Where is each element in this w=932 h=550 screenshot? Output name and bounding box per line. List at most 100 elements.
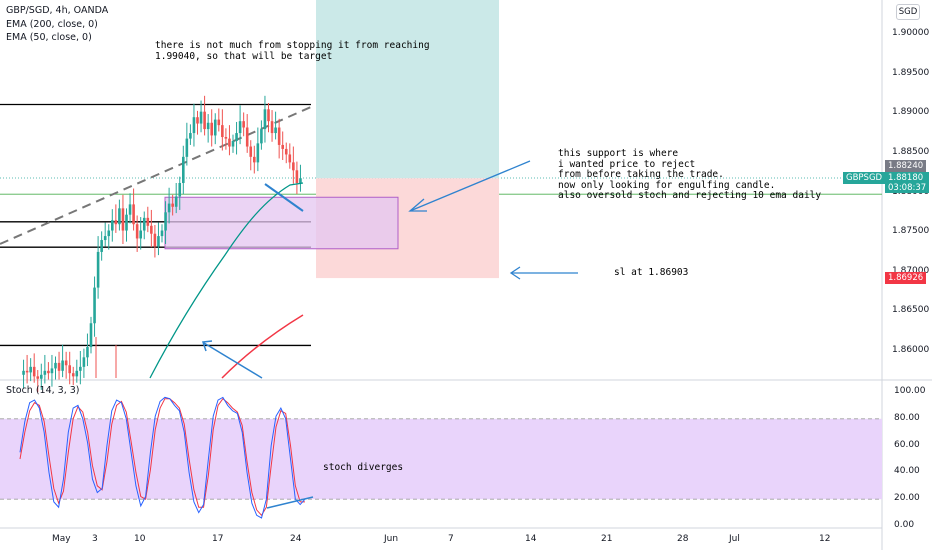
ema-arrow: [203, 342, 263, 379]
candle-body: [111, 220, 114, 231]
candle-body: [54, 362, 57, 369]
symbol-title[interactable]: GBP/SGD, 4h, OANDA: [6, 5, 109, 16]
candle-body: [79, 366, 82, 371]
candle-body: [299, 178, 302, 183]
candle-body: [40, 374, 43, 379]
current-price-tag: 1.88180 03:08:37: [885, 172, 930, 193]
time-axis-tick: Jun: [384, 534, 399, 544]
stoch-legend[interactable]: Stoch (14, 3, 3): [6, 385, 80, 396]
ema200-legend[interactable]: EMA (200, close, 0): [6, 18, 98, 30]
target-note-line1: there is not much from stopping it from …: [155, 40, 430, 51]
divergence-line: [264, 183, 304, 212]
time-axis-tick: 14: [525, 534, 537, 544]
symbol-tag: GBPSGD: [843, 172, 886, 184]
price-axis-tick: 1.86000: [892, 345, 930, 355]
stoch-divergence-line: [266, 496, 314, 509]
support-note-line4: now only looking for engulfing candle.: [558, 179, 776, 191]
support-note-line1: this support is where: [558, 148, 679, 159]
candle-body: [178, 182, 182, 197]
candle-body: [93, 287, 96, 324]
candle-body: [25, 370, 29, 373]
candle-body: [238, 121, 242, 134]
candle-body: [231, 140, 235, 147]
candle-body: [267, 109, 270, 122]
stoch-axis-tick: 100.00: [894, 386, 926, 396]
candle-body: [221, 125, 224, 138]
candle-body: [217, 119, 221, 126]
level-tag: 1.88240: [885, 160, 927, 172]
time-axis-tick: 17: [212, 534, 224, 544]
candle-body: [132, 204, 135, 225]
candle-body: [96, 251, 100, 288]
candle-body: [196, 117, 199, 124]
price-axis-tick: 1.90000: [892, 28, 930, 38]
countdown: 03:08:37: [888, 183, 927, 193]
time-axis-tick: 7: [448, 534, 454, 544]
candle-body: [256, 143, 260, 163]
candle-body: [157, 236, 160, 247]
candle-body: [242, 121, 245, 128]
candle-body: [125, 214, 128, 231]
candle-body: [185, 138, 189, 157]
price-axis-tick: 1.89500: [892, 67, 930, 78]
candle-body: [270, 121, 274, 134]
candle-body: [82, 357, 86, 367]
candle-body: [29, 366, 32, 373]
price-axis-tick: 1.88500: [892, 146, 930, 157]
candle-body: [75, 370, 79, 377]
support-note: this support is where i wanted price to …: [558, 148, 822, 202]
candle-body: [292, 162, 295, 171]
candle-body: [121, 208, 125, 231]
time-axis-tick: Jul: [729, 534, 740, 544]
candle-body: [224, 137, 228, 139]
candle-body: [139, 230, 142, 239]
price-axis-tick: 1.86500: [892, 305, 930, 316]
ema50-legend[interactable]: EMA (50, close, 0): [6, 32, 92, 43]
stoch-axis-tick: 60.00: [894, 439, 920, 450]
price-axis-tick: 1.89000: [892, 107, 930, 118]
candle-body: [295, 170, 299, 183]
target-note-line2: 1.99040, so that will be target: [155, 50, 333, 62]
candle-body: [22, 370, 25, 375]
stoch-axis-tick: 20.00: [894, 493, 920, 504]
candle-body: [32, 366, 36, 377]
candle-body: [114, 220, 118, 225]
candle-body: [199, 111, 203, 124]
candle-body: [210, 122, 213, 136]
currency-button[interactable]: SGD: [896, 4, 920, 20]
stoch-d-line: [19, 397, 305, 517]
support-note-line3: from before taking the trade.: [558, 169, 724, 180]
candle-body: [189, 133, 192, 139]
time-axis-tick: 12: [819, 534, 831, 544]
current-price: 1.88180: [888, 173, 924, 183]
candle-body: [235, 133, 238, 141]
candle-body: [284, 148, 288, 155]
candle-body: [228, 138, 231, 147]
time-axis-tick: 10: [134, 534, 146, 544]
stoch-axis-tick: 40.00: [894, 466, 920, 477]
candle-body: [89, 323, 93, 348]
candle-body: [68, 365, 71, 374]
sl-note: sl at 1.86903: [614, 267, 689, 278]
price-axis-tick: 1.87500: [892, 226, 930, 237]
candle-body: [277, 127, 281, 145]
candle-body: [182, 156, 185, 183]
candle-body: [146, 217, 150, 226]
candle-body: [153, 233, 157, 247]
stoch-axis-tick: 80.00: [894, 412, 920, 423]
candle-body: [150, 225, 153, 234]
candle-body: [253, 156, 256, 163]
support-note-line5: also oversold stoch and rejecting 10 ema…: [558, 190, 822, 201]
candle-body: [135, 224, 139, 239]
target-note: there is not much from stopping it from …: [155, 40, 430, 62]
ema50-line: [149, 182, 304, 379]
candle-body: [100, 240, 103, 252]
trend-line: [0, 106, 312, 245]
candle-body: [118, 208, 121, 225]
candle-body: [263, 109, 267, 130]
candle-body: [50, 368, 54, 374]
candle-body: [167, 203, 171, 213]
price-axis-tick: 1.87000: [892, 265, 930, 276]
stoch-axis-tick: 0.00: [894, 520, 915, 530]
